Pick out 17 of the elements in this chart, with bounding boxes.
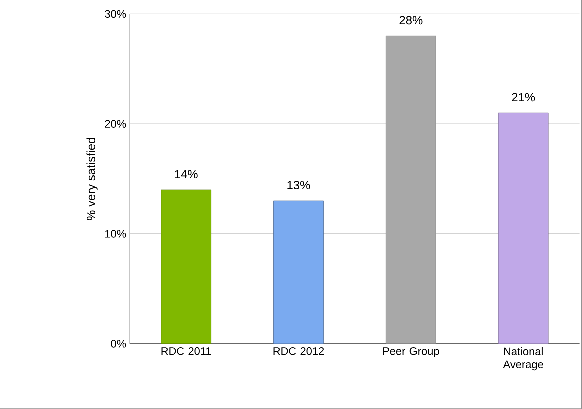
- y-tick-label: 30%: [105, 10, 126, 18]
- data-label: 13%: [288, 181, 310, 190]
- x-tick-label: RDC 2012: [274, 347, 324, 356]
- y-axis-title: % very satisfied: [86, 138, 98, 220]
- data-label: 21%: [512, 93, 536, 102]
- x-tick-label: National Average: [503, 347, 544, 371]
- x-tick-label: RDC 2011: [162, 347, 212, 356]
- bar: [274, 200, 324, 344]
- y-tick-label: 10%: [106, 230, 126, 238]
- y-tick-label: 20%: [105, 120, 126, 128]
- bar: [161, 190, 212, 344]
- data-label: 28%: [400, 16, 423, 25]
- y-tick-label: 0%: [111, 340, 126, 348]
- bar: [386, 36, 436, 344]
- x-tick-label: Peer Group: [383, 347, 440, 358]
- data-label: 14%: [175, 170, 198, 178]
- bar: [498, 112, 549, 344]
